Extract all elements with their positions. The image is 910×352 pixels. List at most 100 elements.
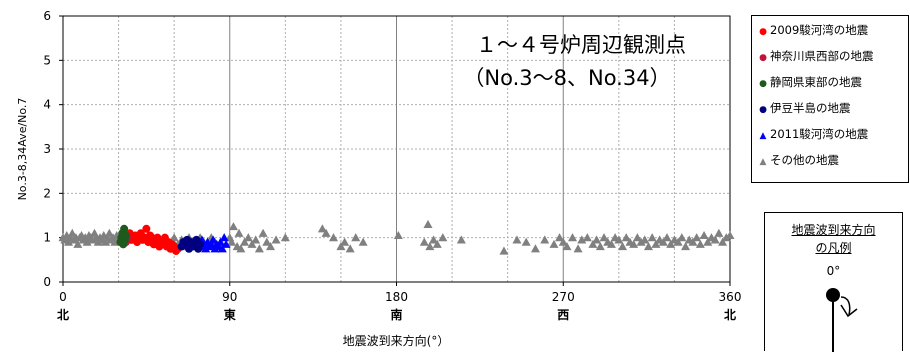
data-point (666, 239, 676, 248)
y-tick-label: 1 (43, 231, 51, 245)
data-point (636, 237, 646, 246)
data-point (351, 233, 361, 242)
data-point (621, 233, 631, 242)
data-point (651, 239, 661, 248)
compass-arrow-icon (826, 288, 858, 352)
data-point (266, 242, 276, 251)
data-point (562, 242, 572, 251)
data-point (317, 224, 327, 233)
data-point (714, 228, 724, 237)
circle-marker-icon: ● (759, 79, 767, 89)
x-tick-label: 270 (552, 290, 575, 304)
chart-title: １～４号炉周辺観測点 (476, 33, 686, 57)
data-point (512, 235, 522, 244)
data-point (530, 244, 540, 253)
data-point (558, 237, 568, 246)
data-point (521, 237, 531, 246)
data-point (340, 237, 350, 246)
data-points (58, 219, 735, 255)
circle-marker-icon: ● (759, 53, 767, 63)
y-tick-label: 2 (43, 186, 51, 200)
legend-label: 神奈川県西部の地震 (770, 49, 874, 63)
direction-label: 北 (724, 307, 736, 322)
axis-labels: 0 1 2 3 4 5 6 0 北 90 東 180 南 270 西 360 北 (43, 9, 741, 322)
data-point (595, 242, 605, 251)
legend-label: 2009駿河湾の地震 (770, 23, 869, 37)
legend-label: その他の地震 (770, 153, 839, 167)
y-tick-label: 3 (43, 142, 51, 156)
data-point (121, 231, 130, 240)
data-point (271, 235, 281, 244)
data-point (632, 233, 642, 242)
data-point (588, 239, 598, 248)
data-point (662, 233, 672, 242)
x-tick-label: 90 (222, 290, 237, 304)
data-point (240, 237, 250, 246)
data-point (336, 242, 346, 251)
direction-label: 北 (57, 307, 69, 322)
x-axis-title: 地震波到来方向(°） (343, 333, 450, 348)
data-point (251, 235, 261, 244)
x-tick-label: 0 (59, 290, 67, 304)
data-point (614, 235, 624, 244)
data-point (88, 235, 98, 244)
data-point (429, 235, 439, 244)
legend-item: ▲ その他の地震 (758, 152, 839, 168)
data-point (592, 235, 602, 244)
circle-marker-icon: ● (759, 105, 767, 115)
compass-title-line1: 地震波到来方向 (791, 223, 876, 237)
data-point (573, 244, 583, 253)
data-point (499, 246, 509, 255)
data-point (215, 237, 225, 246)
compass-angle-label: 0° (826, 264, 841, 278)
compass-title-line2: の凡例 (815, 241, 852, 255)
data-point (104, 228, 114, 237)
compass-legend: 地震波到来方向 の凡例 0° (764, 212, 903, 352)
data-point (577, 235, 587, 244)
data-point (703, 237, 713, 246)
legend-label: 伊豆半島の地震 (770, 101, 851, 115)
direction-label: 南 (390, 307, 402, 322)
data-point (647, 233, 657, 242)
x-tick-label: 360 (719, 290, 742, 304)
data-point (618, 242, 628, 251)
data-point (201, 244, 211, 253)
data-point (393, 230, 403, 240)
chart-subtitle: （No.3～8、No.34） (463, 66, 670, 90)
data-point (210, 244, 220, 253)
data-point (438, 233, 448, 242)
data-point (67, 228, 77, 237)
y-tick-label: 5 (43, 53, 51, 67)
data-point (599, 233, 609, 242)
data-point (677, 233, 687, 242)
data-point (643, 242, 653, 251)
data-point (710, 235, 720, 244)
triangle-marker-icon: ▲ (759, 157, 767, 167)
data-point (456, 235, 466, 244)
data-point (221, 239, 231, 248)
data-point (549, 239, 559, 248)
data-point (64, 237, 74, 246)
data-point (219, 233, 229, 242)
data-point (718, 237, 728, 246)
data-point (358, 237, 368, 246)
data-point (101, 237, 111, 246)
data-point (227, 237, 237, 246)
data-point (423, 219, 433, 228)
data-point (629, 239, 639, 248)
data-point (196, 240, 205, 249)
data-point (234, 228, 244, 237)
data-point (425, 242, 435, 251)
y-tick-label: 4 (43, 98, 51, 112)
triangle-marker-icon: ▲ (759, 131, 767, 141)
data-point (540, 235, 550, 244)
legend-item: ● 神奈川県西部の地震 (758, 48, 874, 64)
data-point (725, 230, 735, 240)
y-tick-label: 6 (43, 9, 51, 23)
y-axis-title: No.3-8,34Ave/No.7 (16, 98, 29, 201)
scatter-chart: 0 1 2 3 4 5 6 0 北 90 東 180 南 270 西 360 北 １～４号炉周辺観測点 （No.… (16, 9, 741, 348)
data-point (606, 239, 616, 248)
data-point (721, 233, 731, 242)
data-point (82, 237, 92, 246)
data-point (582, 233, 592, 242)
